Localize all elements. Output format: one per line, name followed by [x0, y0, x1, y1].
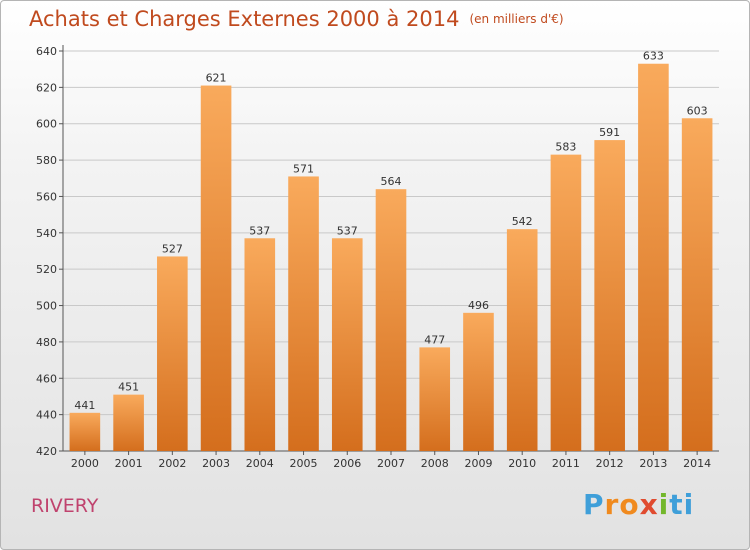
data-label: 451 [118, 381, 139, 394]
data-label: 542 [512, 215, 533, 228]
x-tick-label: 2003 [202, 457, 230, 470]
y-tick-label: 420 [36, 445, 57, 458]
data-label: 527 [162, 242, 183, 255]
y-tick-label: 480 [36, 336, 57, 349]
logo-letter: i [658, 488, 670, 521]
x-tick-label: 2009 [464, 457, 492, 470]
chart-title: Achats et Charges Externes 2000 à 2014 (e… [29, 7, 564, 31]
bar [638, 63, 669, 452]
bar [331, 238, 363, 451]
y-tick-label: 440 [36, 409, 57, 422]
chart-unit: (en milliers d'€) [469, 12, 564, 26]
bar [200, 85, 232, 451]
y-tick-label: 600 [36, 118, 57, 131]
data-label: 537 [249, 224, 270, 237]
bar [419, 347, 451, 451]
y-tick-label: 460 [36, 372, 57, 385]
x-tick-label: 2004 [246, 457, 274, 470]
value-labels: 441 451 527 621 537 571 537 564 477 496 542 583 591 6… [74, 50, 707, 412]
bar [463, 312, 494, 451]
logo-letter: r [604, 488, 620, 521]
logo-letter: ti [669, 488, 695, 521]
data-label: 477 [424, 333, 445, 346]
bar [113, 394, 144, 451]
logo-letter: x [639, 488, 659, 521]
data-label: 441 [74, 399, 95, 412]
x-tick-label: 2008 [421, 457, 449, 470]
bar [594, 140, 625, 451]
bars [69, 63, 713, 452]
data-label: 591 [599, 126, 620, 139]
bar [157, 256, 188, 451]
commune-name: RIVERY [31, 495, 99, 517]
data-label: 583 [555, 141, 576, 154]
x-tick-label: 2007 [377, 457, 405, 470]
data-label: 537 [337, 224, 358, 237]
chart-title-text: Achats et Charges Externes 2000 à 2014 [29, 7, 460, 31]
x-tick-label: 2001 [115, 457, 143, 470]
data-label: 621 [206, 72, 227, 85]
logo-letter: P [583, 488, 605, 521]
y-tick-label: 540 [36, 227, 57, 240]
proxiti-logo: Proxiti [583, 488, 694, 521]
bar [244, 238, 276, 451]
x-tick-label: 2002 [158, 457, 186, 470]
bar [550, 154, 582, 452]
y-tick-label: 500 [36, 300, 57, 313]
data-label: 564 [381, 175, 402, 188]
bar [288, 176, 319, 452]
x-tick-label: 2000 [71, 457, 99, 470]
x-tick-label: 2014 [683, 457, 711, 470]
bar [69, 412, 101, 451]
x-tick-label: 2010 [508, 457, 536, 470]
bar [506, 229, 538, 451]
y-tick-label: 560 [36, 190, 57, 203]
data-label: 496 [468, 299, 489, 312]
data-label: 603 [687, 104, 708, 117]
y-tick-label: 620 [36, 81, 57, 94]
data-label: 571 [293, 162, 314, 175]
y-tick-label: 580 [36, 154, 57, 167]
logo-letter: o [619, 488, 640, 521]
y-tick-label: 640 [36, 45, 57, 58]
bar [681, 118, 713, 451]
x-tick-label: 2006 [333, 457, 361, 470]
x-tick-label: 2005 [290, 457, 318, 470]
y-tick-label: 520 [36, 263, 57, 276]
bar [375, 189, 407, 451]
x-tick-label: 2013 [639, 457, 667, 470]
data-label: 633 [643, 50, 664, 63]
x-tick-label: 2012 [596, 457, 624, 470]
x-tick-label: 2011 [552, 457, 580, 470]
